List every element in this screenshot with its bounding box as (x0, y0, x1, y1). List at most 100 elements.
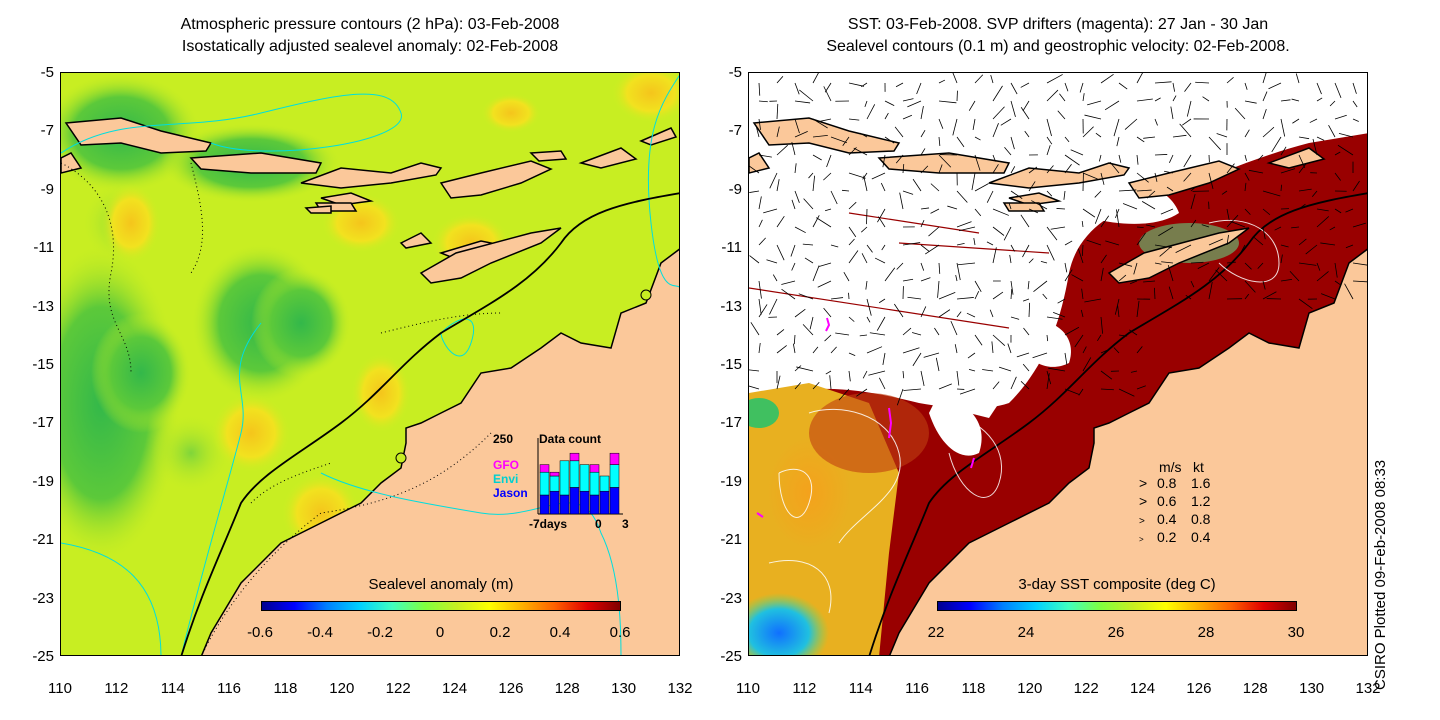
velocity-vector (982, 369, 994, 372)
velocity-vector (1032, 352, 1048, 359)
velocity-vector (794, 382, 802, 390)
velocity-vector (803, 198, 814, 210)
right-x-tick-label: 128 (1242, 680, 1268, 697)
legend-arrow-icon: > (1139, 493, 1148, 509)
data-count-bar-jason (609, 487, 620, 515)
velocity-vector (1048, 367, 1066, 372)
velocity-vector (938, 291, 956, 300)
velocity-vector (794, 100, 811, 104)
velocity-vector (1334, 114, 1347, 120)
velocity-vector (1136, 136, 1145, 143)
velocity-vector (1154, 287, 1156, 300)
velocity-vector (1116, 136, 1120, 147)
velocity-vector (1136, 172, 1149, 183)
velocity-vector (758, 196, 762, 210)
velocity-vector (954, 344, 958, 354)
velocity-vector (1268, 82, 1282, 90)
velocity-vector (776, 179, 780, 192)
velocity-vector (1082, 172, 1098, 180)
velocity-vector (1167, 265, 1174, 282)
velocity-vector (1136, 346, 1143, 354)
data-count-label-jason: Jason (493, 486, 528, 500)
velocity-vector (1133, 262, 1138, 275)
velocity-vector (860, 82, 868, 88)
velocity-vector (1100, 172, 1105, 185)
right-y-tick-label: -9 (728, 180, 742, 198)
velocity-vector (749, 385, 760, 390)
velocity-vector (838, 388, 850, 401)
velocity-vector (1244, 100, 1257, 104)
velocity-vector (902, 327, 912, 336)
velocity-vector (1298, 238, 1307, 246)
legend-kt-value: 0.4 (1191, 529, 1211, 545)
velocity-vector (950, 320, 958, 336)
velocity-vector (1010, 100, 1016, 117)
velocity-vector (1345, 208, 1354, 213)
velocity-vector (823, 307, 832, 318)
data-count-xlabel-end: 3 (622, 517, 629, 531)
velocity-vector (1046, 190, 1053, 197)
left-y-tick-label: -5 (40, 64, 54, 81)
velocity-vector (1117, 305, 1120, 318)
velocity-vector (853, 147, 868, 156)
velocity-vector (992, 85, 1003, 102)
velocity-vector (998, 366, 1012, 372)
velocity-vector (1082, 93, 1085, 102)
velocity-vector (920, 244, 930, 253)
velocity-vector (1010, 280, 1014, 295)
data-count-title: Data count (539, 432, 602, 446)
velocity-vector (1244, 293, 1250, 300)
velocity-vector (1316, 208, 1329, 212)
velocity-vector (830, 190, 838, 205)
velocity-vector (1056, 208, 1066, 210)
velocity-vector (1190, 186, 1196, 192)
velocity-vector (911, 332, 922, 336)
velocity-vector (1216, 133, 1228, 138)
velocity-vector (862, 172, 868, 180)
left-y-tick-label: -11 (33, 239, 54, 257)
velocity-vector (1080, 309, 1084, 318)
velocity-vector (863, 175, 868, 192)
left-x-tick-label: 114 (160, 680, 185, 697)
velocity-vector (1208, 172, 1214, 189)
velocity-vector (1352, 82, 1357, 94)
velocity-vector (1022, 100, 1030, 112)
velocity-vector (1100, 254, 1107, 264)
velocity-vector (1145, 224, 1156, 228)
data-count-bar-jason (579, 490, 590, 515)
velocity-vector (1000, 118, 1012, 126)
data-count-chart (537, 438, 623, 515)
velocity-vector (896, 262, 904, 270)
velocity-vector (1244, 82, 1248, 90)
tide-gauge-marker (395, 452, 407, 464)
velocity-vector (766, 259, 778, 264)
velocity-vector (1020, 214, 1030, 228)
velocity-vector (923, 352, 940, 358)
velocity-vector (1046, 244, 1055, 261)
velocity-vector (750, 322, 760, 336)
velocity-vector (1146, 190, 1156, 199)
velocity-vector (1226, 234, 1229, 246)
right-x-tick-label: 126 (1186, 680, 1212, 697)
legend-ms-value: 0.4 (1157, 511, 1177, 527)
velocity-vector (894, 303, 904, 318)
velocity-vector (1136, 385, 1146, 390)
velocity-vector (896, 388, 904, 406)
velocity-vector (1077, 248, 1084, 264)
right-x-tick-label: 118 (961, 680, 986, 697)
velocity-vector (1244, 129, 1250, 138)
velocity-vector (1010, 190, 1023, 199)
velocity-vector (848, 226, 857, 238)
legend-kt-value: 0.8 (1191, 511, 1211, 527)
velocity-vector (1201, 224, 1210, 228)
velocity-vector (1143, 280, 1156, 283)
velocity-vector (1230, 221, 1246, 228)
velocity-vector (1202, 96, 1210, 102)
velocity-vector (1010, 82, 1018, 95)
velocity-vector (1312, 138, 1318, 156)
left-x-tick-label: 120 (329, 680, 355, 697)
velocity-vector (1280, 278, 1293, 282)
velocity-vector (882, 154, 886, 168)
velocity-vector (907, 100, 922, 108)
velocity-vector (1195, 81, 1210, 84)
